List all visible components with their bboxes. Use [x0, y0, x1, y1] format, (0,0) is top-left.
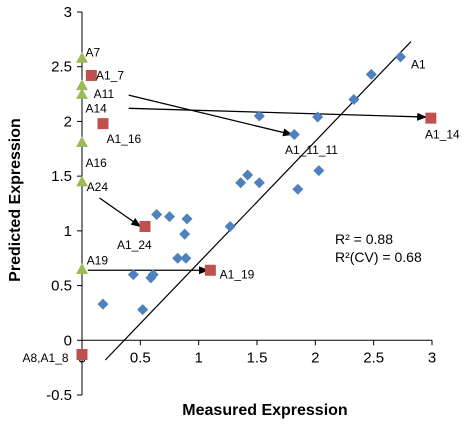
diamond-point — [127, 269, 139, 281]
point-label: A1 — [411, 58, 426, 72]
square-point — [204, 264, 216, 276]
point-label: A7 — [86, 45, 101, 59]
diamond-point — [224, 220, 236, 232]
triangle-point — [76, 175, 88, 187]
triangle-point — [76, 79, 88, 91]
point-label: A1_16 — [107, 132, 142, 146]
square-point — [139, 220, 151, 232]
point-label: A1_14 — [425, 128, 460, 142]
y-tick-label: 3 — [64, 4, 72, 21]
y-axis-title: Predicted Expression — [7, 118, 24, 282]
diamond-point — [292, 183, 304, 195]
triangle-point — [76, 51, 88, 63]
diamond-point — [288, 129, 300, 141]
square-point — [97, 118, 109, 130]
point-label: A1_24 — [117, 238, 152, 252]
diamond-point — [145, 272, 157, 284]
fit-line-layer — [104, 41, 412, 361]
x-tick-label: 1.5 — [247, 349, 268, 366]
diamond-point — [395, 51, 406, 63]
diamond-point — [172, 252, 184, 264]
y-tick-label: 1.5 — [51, 168, 72, 185]
arrows-layer — [87, 94, 428, 275]
point-label: A16 — [86, 156, 108, 170]
x-tick-label: 2 — [311, 349, 319, 366]
point-label: A11 — [94, 87, 115, 101]
diamond-point — [180, 252, 192, 264]
y-tick-label: 1 — [64, 223, 72, 240]
x-tick-label: 3 — [428, 349, 436, 366]
point-label: A1_7 — [96, 68, 124, 82]
diamond-point — [365, 68, 377, 80]
annotation-arrow — [128, 107, 428, 121]
r-squared-cv-stat: R²(CV) = 0.68 — [335, 249, 422, 265]
diamond-point — [235, 177, 247, 189]
points-layer — [76, 51, 437, 361]
triangle-point — [76, 263, 88, 274]
x-tick-label: 0.5 — [130, 349, 151, 366]
square-point — [425, 112, 437, 124]
diamond-point — [313, 165, 325, 177]
diamond-point — [181, 213, 193, 225]
annotation-arrow — [128, 94, 293, 137]
y-tick-label: -0.5 — [46, 387, 72, 404]
point-label: A19 — [87, 253, 109, 267]
diamond-point — [97, 298, 109, 310]
point-label: A14 — [86, 101, 108, 115]
y-tick-label: 0.5 — [51, 278, 72, 295]
r-squared-stat: R² = 0.88 — [335, 231, 393, 247]
annotation-arrow — [99, 197, 142, 228]
diamond-point — [151, 208, 163, 220]
axes-layer: -0.500.511.522.5300.511.522.53 — [46, 4, 436, 404]
square-point — [76, 349, 88, 361]
point-label: A1_19 — [220, 268, 255, 282]
x-axis-title: Measured Expression — [182, 402, 347, 419]
diamond-point — [137, 304, 149, 316]
diamond-point — [253, 177, 265, 189]
diamond-point — [312, 111, 324, 123]
point-label: A8,A1_8 — [23, 351, 69, 365]
square-point — [85, 69, 97, 81]
point-label: A1_11_11 — [285, 143, 338, 157]
x-tick-label: 2.5 — [363, 349, 384, 366]
y-tick-label: 2 — [64, 113, 72, 130]
y-tick-label: 2.5 — [51, 59, 72, 76]
triangle-point — [76, 88, 88, 99]
point-label: A24 — [87, 180, 109, 194]
diamond-point — [348, 94, 360, 106]
diamond-point — [253, 110, 265, 122]
diamond-point — [164, 211, 175, 223]
x-tick-label: 1 — [194, 349, 202, 366]
fit-line — [104, 41, 412, 361]
y-tick-label: 0 — [64, 332, 72, 349]
triangle-point — [76, 136, 88, 148]
diamond-point — [179, 228, 191, 240]
diamond-point — [242, 169, 254, 181]
